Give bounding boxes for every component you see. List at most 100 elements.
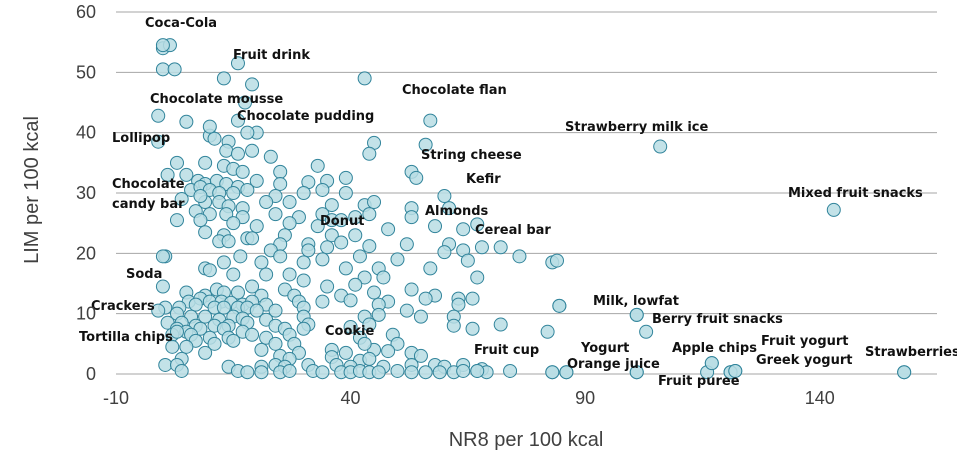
point-label-line: candy bar bbox=[112, 197, 185, 212]
data-point bbox=[371, 365, 386, 380]
data-point bbox=[169, 155, 184, 170]
data-point bbox=[367, 195, 382, 210]
data-point bbox=[296, 273, 311, 288]
data-point bbox=[179, 167, 194, 182]
data-point bbox=[160, 167, 175, 182]
data-point-labeled bbox=[428, 219, 443, 234]
y-tick-label: 60 bbox=[76, 2, 96, 22]
data-point bbox=[418, 291, 433, 306]
data-point-labeled bbox=[629, 365, 644, 380]
data-point bbox=[390, 363, 405, 378]
data-point bbox=[235, 164, 250, 179]
data-point bbox=[254, 342, 269, 357]
data-point bbox=[273, 249, 288, 264]
point-label: Fruit puree bbox=[658, 374, 740, 389]
data-point bbox=[315, 365, 330, 380]
data-point-labeled bbox=[423, 113, 438, 128]
data-point bbox=[249, 173, 264, 188]
data-point bbox=[320, 279, 335, 294]
point-label: Cookie bbox=[325, 324, 375, 339]
data-point bbox=[442, 201, 457, 216]
y-tick-label: 20 bbox=[76, 243, 96, 263]
data-point bbox=[179, 114, 194, 129]
data-point bbox=[390, 252, 405, 267]
data-point bbox=[348, 210, 363, 225]
data-point bbox=[259, 267, 274, 282]
data-point bbox=[216, 255, 231, 270]
data-point bbox=[282, 195, 297, 210]
data-point bbox=[362, 207, 377, 222]
x-tick-label: -10 bbox=[103, 388, 129, 408]
data-point bbox=[399, 237, 414, 252]
data-point bbox=[198, 345, 213, 360]
data-point-labeled bbox=[456, 222, 471, 237]
point-label: Chocolate candy bar bbox=[112, 177, 185, 212]
data-point bbox=[263, 149, 278, 164]
data-point-labeled bbox=[357, 336, 372, 351]
y-tick-label: 0 bbox=[86, 364, 96, 384]
y-tick-label: 50 bbox=[76, 62, 96, 82]
data-point bbox=[324, 198, 339, 213]
data-point bbox=[404, 365, 419, 380]
x-axis-title: NR8 per 100 kcal bbox=[449, 429, 604, 451]
data-point bbox=[512, 249, 527, 264]
data-point-labeled bbox=[470, 363, 485, 378]
data-point-labeled bbox=[155, 249, 170, 264]
data-point bbox=[230, 146, 245, 161]
y-axis-title: LIM per 100 kcal bbox=[21, 116, 43, 264]
data-point bbox=[226, 333, 241, 348]
data-point bbox=[409, 170, 424, 185]
data-point bbox=[158, 357, 173, 372]
data-point-labeled bbox=[545, 365, 560, 380]
data-point-labeled bbox=[552, 298, 567, 313]
point-label: Fruit drink bbox=[233, 48, 310, 63]
data-point bbox=[343, 293, 358, 308]
data-points bbox=[151, 38, 912, 380]
data-point bbox=[503, 363, 518, 378]
data-point bbox=[188, 297, 203, 312]
point-label-line: Chocolate bbox=[112, 177, 185, 192]
data-point-labeled bbox=[437, 189, 452, 204]
data-point-labeled bbox=[704, 356, 719, 371]
data-point-labeled bbox=[728, 363, 743, 378]
data-point bbox=[238, 95, 253, 110]
data-point bbox=[315, 294, 330, 309]
point-label: Greek yogurt bbox=[756, 353, 852, 368]
data-point bbox=[413, 309, 428, 324]
data-point bbox=[357, 71, 372, 86]
data-point bbox=[639, 324, 654, 339]
data-point bbox=[167, 62, 182, 77]
data-point bbox=[240, 182, 255, 197]
data-point bbox=[207, 336, 222, 351]
point-label: Almonds bbox=[425, 204, 489, 219]
data-point bbox=[230, 285, 245, 300]
data-point bbox=[470, 270, 485, 285]
data-point bbox=[226, 216, 241, 231]
data-point bbox=[216, 300, 231, 315]
data-point bbox=[198, 225, 213, 240]
data-point bbox=[254, 365, 269, 380]
point-label: Chocolate flan bbox=[402, 83, 507, 98]
point-label: Lollipop bbox=[112, 131, 170, 146]
data-point bbox=[465, 291, 480, 306]
data-point bbox=[245, 327, 260, 342]
data-point bbox=[432, 365, 447, 380]
data-point bbox=[268, 336, 283, 351]
data-point-labeled bbox=[202, 119, 217, 134]
data-point bbox=[233, 249, 248, 264]
data-point bbox=[273, 164, 288, 179]
point-label: Fruit cup bbox=[474, 343, 539, 358]
y-tick-label: 30 bbox=[76, 183, 96, 203]
point-label: Fruit yogurt bbox=[761, 334, 849, 349]
data-point bbox=[362, 317, 377, 332]
data-point bbox=[155, 279, 170, 294]
data-point bbox=[338, 261, 353, 276]
data-point bbox=[268, 207, 283, 222]
data-point bbox=[219, 143, 234, 158]
data-point-labeled bbox=[230, 56, 245, 71]
data-point bbox=[282, 267, 297, 282]
point-label: Kefir bbox=[466, 172, 501, 187]
point-label: Soda bbox=[126, 267, 162, 282]
data-point bbox=[456, 363, 471, 378]
data-point bbox=[230, 113, 245, 128]
